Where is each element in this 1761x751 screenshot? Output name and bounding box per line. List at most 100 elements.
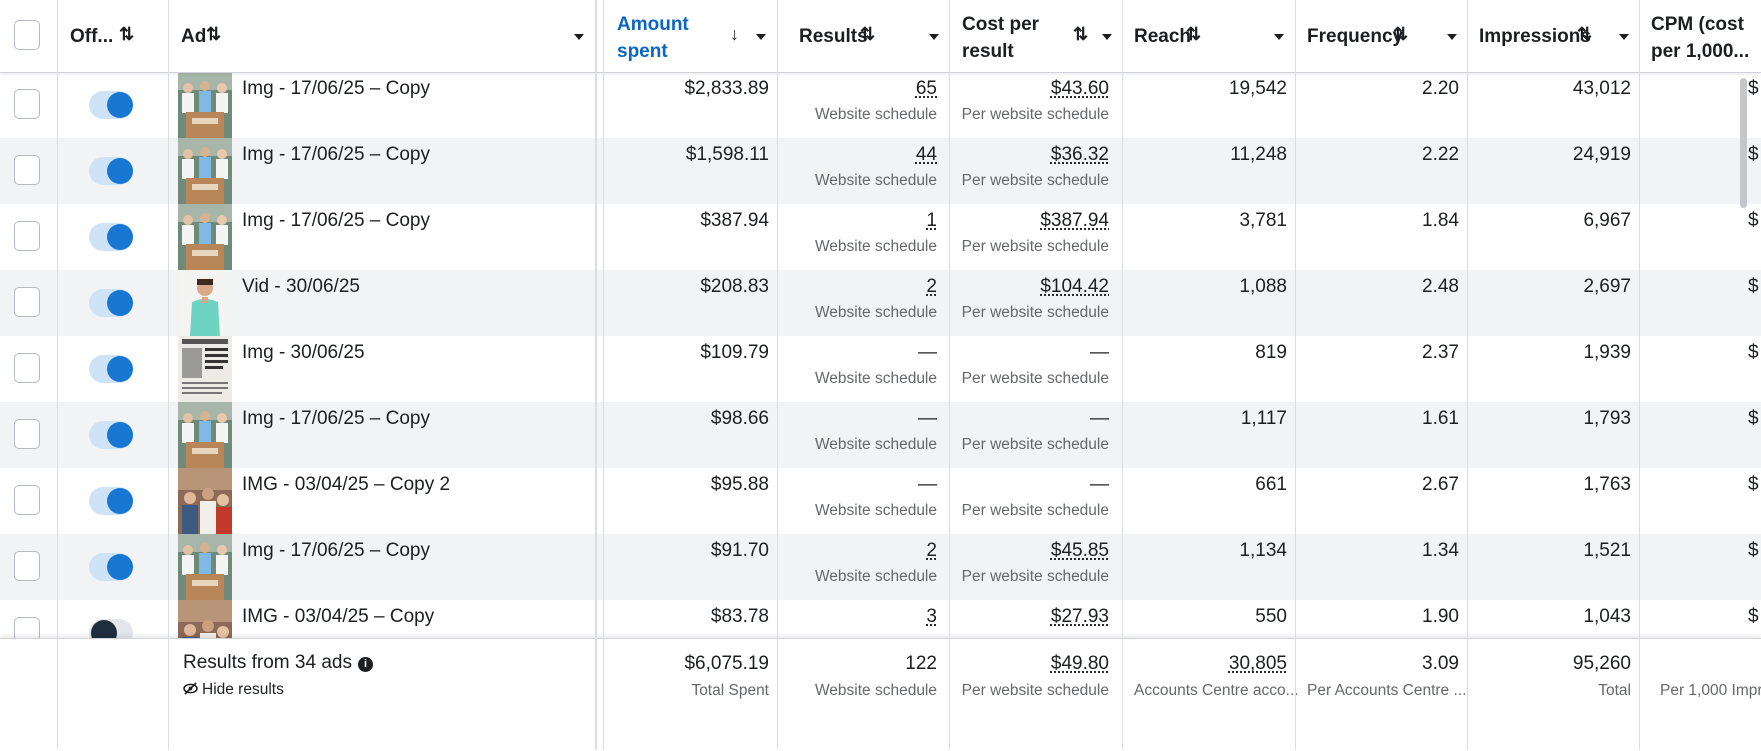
column-header-cpm-line2[interactable]: per 1,000... xyxy=(1651,38,1749,65)
chevron-down-icon[interactable] xyxy=(574,34,584,40)
row-select-checkbox[interactable] xyxy=(14,419,40,449)
cpm-value: $ xyxy=(1748,473,1759,497)
column-header-frequency[interactable]: Frequency xyxy=(1307,23,1403,50)
sort-icon[interactable]: ⇅ xyxy=(1577,24,1592,45)
hide-results-button[interactable]: Hide results xyxy=(183,681,284,699)
column-header-cost-per-result-line2[interactable]: result xyxy=(962,38,1014,65)
ad-status-toggle[interactable] xyxy=(89,421,133,449)
ad-name[interactable]: IMG - 03/04/25 – Copy 2 xyxy=(242,473,450,497)
average-cost-per-result[interactable]: $49.80 xyxy=(1051,652,1109,676)
sort-icon[interactable]: ⇅ xyxy=(860,24,875,45)
results-value[interactable]: — xyxy=(918,341,937,365)
column-header-cpm[interactable]: CPM (cost xyxy=(1651,11,1744,38)
row-select-checkbox[interactable] xyxy=(14,551,40,581)
ad-status-toggle[interactable] xyxy=(89,487,133,515)
ad-name[interactable]: Img - 30/06/25 xyxy=(242,341,365,365)
ad-status-toggle[interactable] xyxy=(89,355,133,383)
sort-icon[interactable]: ⇅ xyxy=(1186,24,1201,45)
column-header-off[interactable]: Off... xyxy=(70,23,113,50)
results-summary-row: Results from 34 ads i Hide results $6,075… xyxy=(0,638,1761,751)
sort-icon[interactable]: ⇅ xyxy=(206,24,221,45)
amount-spent: $83.78 xyxy=(711,605,769,629)
ad-name[interactable]: Img - 17/06/25 – Copy xyxy=(242,539,430,563)
ad-name[interactable]: Img - 17/06/25 – Copy xyxy=(242,209,430,233)
chevron-down-icon[interactable] xyxy=(1619,34,1629,40)
hide-results-label[interactable]: Hide results xyxy=(202,681,284,698)
column-header-cost-per-result[interactable]: Cost per xyxy=(962,11,1039,38)
results-value[interactable]: 44 xyxy=(916,143,937,167)
ad-name[interactable]: Img - 17/06/25 – Copy xyxy=(242,143,430,167)
ad-name[interactable]: Img - 17/06/25 – Copy xyxy=(242,77,430,101)
cost-per-result[interactable]: $36.32 xyxy=(1051,143,1109,167)
ad-status-toggle[interactable] xyxy=(89,91,133,119)
table-row[interactable]: Img - 17/06/25 – Copy $2,833.89 65 Website … xyxy=(0,72,1761,138)
results-value[interactable]: — xyxy=(918,473,937,497)
table-row[interactable]: Img - 17/06/25 – Copy $1,598.11 44 Website … xyxy=(0,138,1761,204)
column-header-amount-spent[interactable]: Amount xyxy=(617,11,689,38)
cost-per-result[interactable]: $43.60 xyxy=(1051,77,1109,101)
cost-per-result[interactable]: $45.85 xyxy=(1051,539,1109,563)
results-value[interactable]: 1 xyxy=(926,209,937,233)
cost-per-result[interactable]: $387.94 xyxy=(1040,209,1109,233)
cost-per-result[interactable]: — xyxy=(1090,407,1109,431)
row-select-checkbox[interactable] xyxy=(14,287,40,317)
info-icon[interactable]: i xyxy=(358,657,373,672)
row-select-checkbox[interactable] xyxy=(14,353,40,383)
table-row[interactable]: IMG - 03/04/25 – Copy 2 $95.88 — Website sc… xyxy=(0,468,1761,534)
select-all-checkbox[interactable] xyxy=(14,20,40,50)
column-header-results[interactable]: Results xyxy=(799,23,868,50)
toggle-knob xyxy=(107,554,133,580)
results-value[interactable]: 2 xyxy=(926,539,937,563)
column-header-reach[interactable]: Reach xyxy=(1134,23,1191,50)
toggle-knob xyxy=(107,224,133,250)
chevron-down-icon[interactable] xyxy=(756,34,766,40)
amount-spent: $109.79 xyxy=(700,341,769,365)
ad-name[interactable]: IMG - 03/04/25 – Copy xyxy=(242,605,434,629)
ad-thumbnail xyxy=(178,204,232,270)
vertical-scrollbar[interactable] xyxy=(1740,78,1747,208)
results-summary-title: Results from 34 ads i xyxy=(183,652,373,674)
chevron-down-icon[interactable] xyxy=(929,34,939,40)
column-header-amount-spent-line2[interactable]: spent xyxy=(617,38,668,65)
row-select-checkbox[interactable] xyxy=(14,89,40,119)
row-select-checkbox[interactable] xyxy=(14,221,40,251)
total-amount-spent: $6,075.19 xyxy=(684,652,769,676)
ad-name[interactable]: Vid - 30/06/25 xyxy=(242,275,360,299)
ad-thumbnail xyxy=(178,336,232,402)
frequency-value: 2.37 xyxy=(1422,341,1459,365)
results-value[interactable]: 2 xyxy=(926,275,937,299)
cost-per-result[interactable]: — xyxy=(1090,473,1109,497)
results-value[interactable]: 3 xyxy=(926,605,937,629)
row-select-checkbox[interactable] xyxy=(14,485,40,515)
ad-status-toggle[interactable] xyxy=(89,553,133,581)
results-value[interactable]: 65 xyxy=(916,77,937,101)
sort-icon[interactable]: ⇅ xyxy=(119,24,134,45)
sort-icon[interactable]: ⇅ xyxy=(1073,24,1088,45)
column-header-ad[interactable]: Ad xyxy=(181,23,206,50)
table-row[interactable]: Img - 17/06/25 – Copy $98.66 — Website sche… xyxy=(0,402,1761,468)
table-header: Off... ⇅ Ad ⇅ Amount spent ↓ Results ⇅ C… xyxy=(0,0,1761,73)
ad-status-toggle[interactable] xyxy=(89,289,133,317)
chevron-down-icon[interactable] xyxy=(1102,34,1112,40)
cost-per-result[interactable]: $27.93 xyxy=(1051,605,1109,629)
results-value[interactable]: — xyxy=(918,407,937,431)
cost-per-result[interactable]: — xyxy=(1090,341,1109,365)
table-row[interactable]: Img - 30/06/25 $109.79 — Website schedule — P… xyxy=(0,336,1761,402)
average-cost-per-result-label: Per website schedule xyxy=(962,681,1109,701)
ad-status-toggle[interactable] xyxy=(89,223,133,251)
cost-per-result[interactable]: $104.42 xyxy=(1040,275,1109,299)
sort-descending-icon[interactable]: ↓ xyxy=(730,24,739,45)
frequency-value: 1.84 xyxy=(1422,209,1459,233)
table-row[interactable]: Img - 17/06/25 – Copy $91.70 2 Website sche… xyxy=(0,534,1761,600)
table-row[interactable]: Vid - 30/06/25 $208.83 2 Website schedule $1… xyxy=(0,270,1761,336)
ad-status-toggle[interactable] xyxy=(89,157,133,185)
frequency-value: 2.48 xyxy=(1422,275,1459,299)
chevron-down-icon[interactable] xyxy=(1274,34,1284,40)
total-reach[interactable]: 30,805 xyxy=(1229,652,1287,676)
row-select-checkbox[interactable] xyxy=(14,155,40,185)
table-row[interactable]: Img - 17/06/25 – Copy $387.94 1 Website sch… xyxy=(0,204,1761,270)
column-header-impressions[interactable]: Impressions xyxy=(1479,23,1591,50)
chevron-down-icon[interactable] xyxy=(1447,34,1457,40)
sort-icon[interactable]: ⇅ xyxy=(1393,24,1408,45)
ad-name[interactable]: Img - 17/06/25 – Copy xyxy=(242,407,430,431)
